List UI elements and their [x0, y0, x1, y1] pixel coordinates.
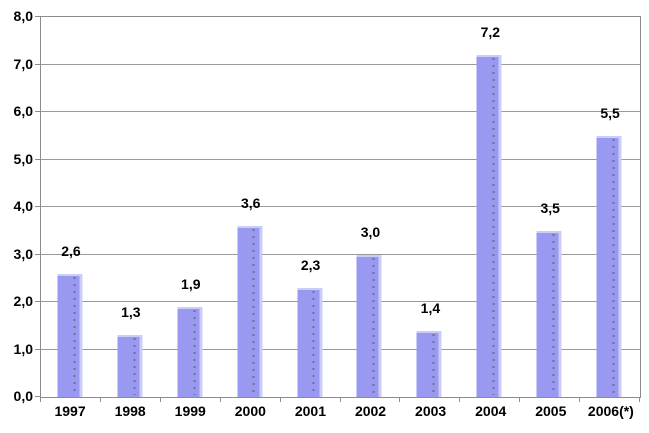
y-axis-tick	[35, 206, 41, 207]
x-axis-label-2002: 2002	[354, 403, 387, 419]
y-axis: 0,0 1,0 2,0 3,0 4,0 5,0 6,0 7,0 8,0	[0, 9, 33, 403]
x-axis-tick	[40, 397, 41, 402]
gridline	[41, 348, 640, 350]
y-axis-tick-label: 7,0	[13, 55, 33, 72]
bar-dot-texture	[73, 276, 76, 395]
gridline	[41, 158, 640, 160]
x-axis-label-1999: 1999	[174, 403, 206, 419]
bar-dot-texture	[252, 229, 255, 395]
y-axis-tick-label: 3,0	[13, 245, 33, 262]
gridline	[41, 206, 640, 207]
y-axis-tick-label: 4,0	[13, 198, 33, 214]
bar-value-label: 3,6	[240, 195, 261, 211]
bar-slot-2001: 2,3	[281, 17, 341, 397]
bar-dot-texture	[612, 138, 615, 395]
bar-slot-2004: 7,2	[460, 17, 520, 397]
y-axis-tick-label: 0,0	[13, 388, 33, 404]
x-axis-tick	[399, 397, 401, 402]
plot-area: 2,6 1,3 1,9 3,6 2,3 3,0 1,4 7,2 3,5 5,5	[35, 16, 641, 402]
bar-2005	[536, 230, 562, 397]
bar-dot-texture	[492, 58, 495, 395]
gridline	[41, 301, 640, 302]
bar-2004	[476, 55, 502, 397]
bar-value-label: 5,5	[600, 104, 620, 121]
bar-2006(*)	[596, 135, 622, 397]
gridline	[41, 63, 640, 65]
bar-value-label: 1,4	[420, 299, 441, 316]
bar-value-label: 2,6	[61, 242, 81, 259]
y-axis-tick	[35, 301, 41, 302]
bar-dot-texture	[432, 333, 435, 395]
x-axis-label-2005: 2005	[535, 403, 567, 419]
x-axis-tick	[519, 397, 521, 402]
y-axis-tick	[35, 63, 41, 65]
bar-2000	[237, 226, 263, 397]
bar-slot-2003: 1,4	[400, 17, 460, 397]
bar-2001	[297, 287, 323, 397]
x-axis-tick	[219, 397, 221, 402]
bar-slot-1998: 1,3	[101, 17, 161, 397]
bar-slot-1999: 1,9	[161, 17, 221, 397]
x-axis-label-2000: 2000	[234, 403, 266, 419]
y-axis-tick-label: 6,0	[13, 103, 33, 119]
x-axis: 1997 1998 1999 2000 2001 2002 2003 2004 2005 2006…	[40, 403, 641, 419]
bar-dot-texture	[312, 290, 315, 395]
y-axis-tick-label: 2,0	[13, 293, 33, 309]
x-axis-tick	[99, 397, 101, 402]
y-axis-tick-label: 8,0	[13, 8, 33, 24]
bar-value-label: 3,5	[540, 199, 560, 216]
bar-value-label: 1,3	[121, 304, 141, 321]
bar-value-label: 2,3	[300, 256, 321, 273]
bar-slot-2002: 3,0	[341, 17, 401, 397]
y-axis-tick	[35, 111, 41, 112]
y-axis-tick	[35, 16, 41, 17]
y-axis-tick-label: 5,0	[13, 150, 33, 167]
bar-2003	[416, 330, 442, 397]
bar-2002	[356, 254, 382, 397]
bar-value-label: 3,0	[360, 223, 381, 240]
gridline	[41, 253, 640, 255]
y-axis-tick	[35, 396, 41, 397]
x-axis-label-2004: 2004	[475, 403, 507, 419]
x-axis-tick	[159, 397, 161, 402]
bar-value-label: 1,9	[181, 275, 201, 292]
bar-value-label: 7,2	[480, 24, 501, 40]
x-axis-tick	[639, 397, 640, 402]
x-axis-label-1998: 1998	[114, 403, 146, 419]
bar-1997	[57, 273, 83, 397]
x-axis-label-2001: 2001	[294, 403, 326, 419]
bar-slot-1997: 2,6	[41, 17, 101, 397]
y-axis-tick	[35, 348, 41, 350]
bar-1999	[177, 306, 203, 397]
bar-dot-texture	[372, 257, 375, 395]
bar-dot-texture	[133, 338, 136, 395]
bar-slot-2006(*): 5,5	[580, 17, 640, 397]
x-axis-tick	[339, 397, 341, 402]
x-axis-tick	[579, 397, 581, 402]
bars-row: 2,6 1,3 1,9 3,6 2,3 3,0 1,4 7,2 3,5 5,5	[41, 17, 640, 397]
y-axis-tick	[35, 158, 41, 160]
y-axis-tick	[35, 253, 41, 255]
x-axis-label-1997: 1997	[54, 403, 86, 419]
x-axis-tick	[459, 397, 461, 402]
gridline	[41, 111, 640, 112]
bar-slot-2000: 3,6	[221, 17, 281, 397]
y-axis-tick-label: 1,0	[13, 340, 33, 357]
bar-dot-texture	[193, 309, 196, 395]
bar-slot-2005: 3,5	[520, 17, 580, 397]
bar-1998	[117, 335, 143, 397]
x-axis-label-2006(*): 2006(*)	[587, 403, 634, 419]
bar-dot-texture	[552, 233, 555, 395]
x-axis-label-2003: 2003	[415, 403, 447, 419]
x-axis-tick	[279, 397, 281, 402]
